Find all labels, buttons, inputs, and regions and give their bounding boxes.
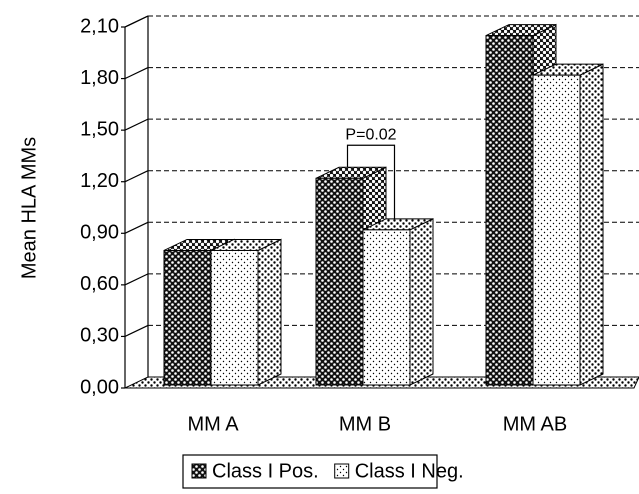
bracket: [346, 144, 396, 219]
bar-side: [579, 63, 604, 386]
grid-side: [124, 221, 149, 234]
bar: [362, 229, 411, 386]
x-tick-label: MM AB: [503, 413, 567, 435]
annotation: P=0.02: [345, 126, 396, 143]
y-tick-label: 0,30: [80, 325, 119, 347]
y-tick-label: 1,80: [80, 67, 119, 89]
bar: [485, 35, 534, 386]
bar: [163, 249, 212, 386]
legend-swatch: [334, 463, 350, 479]
grid-side: [124, 67, 149, 80]
y-tick-label: 1,50: [80, 118, 119, 140]
grid-side: [124, 15, 149, 28]
y-tick-label: 1,20: [80, 170, 119, 192]
x-tick-label: MM A: [187, 413, 239, 435]
y-tick-label: 0,90: [80, 222, 119, 244]
legend-box: [182, 454, 438, 489]
grid-side: [124, 170, 149, 183]
grid-side: [124, 273, 149, 286]
legend-label: Class I Neg.: [355, 460, 464, 482]
bar: [532, 74, 581, 386]
bar-side: [257, 238, 282, 386]
bar: [315, 177, 364, 386]
y-axis-label: Mean HLA MMs: [18, 137, 40, 279]
grid-side: [124, 324, 149, 337]
y-tick-label: 0,60: [80, 273, 119, 295]
legend-label: Class I Pos.: [212, 460, 319, 482]
legend-swatch: [191, 463, 207, 479]
grid-side: [124, 118, 149, 131]
bar-side: [409, 218, 434, 386]
y-tick-label: 2,10: [80, 15, 119, 37]
y-tick-label: 0,00: [80, 376, 119, 398]
x-tick-label: MM B: [339, 413, 391, 435]
bar: [210, 249, 259, 386]
